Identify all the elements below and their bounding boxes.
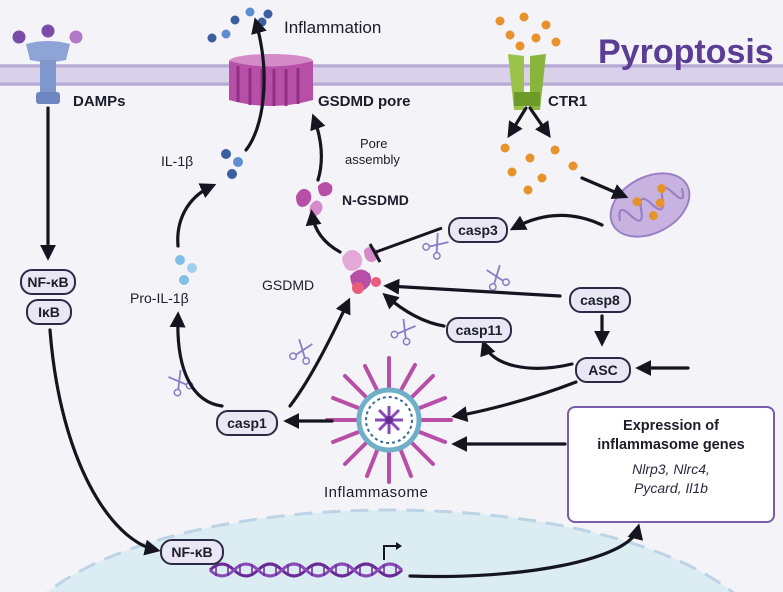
- pore-assembly-label-1: Pore: [360, 136, 388, 151]
- expression-box: Expression of inflammasome genes Nlrp3, …: [567, 406, 775, 523]
- gsdmd-protein-icon: [342, 246, 381, 294]
- inflammasome-label: Inflammasome: [324, 484, 429, 501]
- ctr1-channel-icon: [495, 12, 561, 110]
- expression-genes-2: Pycard, Il1b: [634, 480, 708, 496]
- damps-label: DAMPs: [73, 93, 126, 110]
- ikb-node: IκB: [26, 299, 72, 325]
- casp8-node: casp8: [569, 287, 631, 313]
- scissors-icon: [482, 263, 511, 292]
- gsdmd-pore-label: GSDMD pore: [318, 93, 411, 110]
- pore-assembly-label-2: assembly: [345, 152, 400, 167]
- nfkb-nucleus-node: NF-κB: [160, 539, 224, 565]
- promoter-arrow-icon: [383, 542, 402, 560]
- inflammation-label: Inflammation: [284, 18, 382, 37]
- cell-membrane: [0, 64, 783, 86]
- gsdmd-pore-icon: [229, 54, 313, 106]
- damps-receptor-icon: [12, 24, 83, 104]
- n-gsdmd-icon: [296, 182, 333, 217]
- pro-il1b-label: Pro-IL-1β: [130, 290, 189, 306]
- dna-icon: [208, 562, 404, 578]
- mitochondrion-icon: [609, 172, 691, 238]
- nucleus: [45, 508, 735, 592]
- ctr1-label: CTR1: [548, 93, 588, 110]
- pro-il1b-molecules: [175, 255, 197, 285]
- nfkb-node: NF-κB: [20, 269, 76, 295]
- casp3-inhibition-line: [368, 226, 443, 263]
- scissors-icon: [288, 337, 317, 366]
- scissors-icon: [420, 230, 452, 262]
- il1b-molecules: [221, 149, 243, 179]
- n-gsdmd-label: N-GSDMD: [342, 192, 409, 208]
- il1b-label: IL-1β: [161, 153, 194, 169]
- page-title: Pyroptosis: [598, 33, 774, 71]
- gsdmd-label: GSDMD: [262, 277, 315, 293]
- inflammation-cytokines: [207, 7, 273, 43]
- asc-node: ASC: [575, 357, 631, 383]
- casp11-node: casp11: [446, 317, 512, 343]
- expression-genes-1: Nlrp3, Nlrc4,: [632, 461, 710, 477]
- casp3-node: casp3: [448, 217, 508, 243]
- inflammasome-icon: [325, 356, 453, 484]
- scissors-icon: [389, 316, 420, 347]
- expression-title-2: inflammasome genes: [597, 437, 745, 453]
- pathway-arrows: [40, 17, 690, 579]
- casp1-node: casp1: [216, 410, 278, 436]
- copper-ions: [500, 143, 578, 195]
- expression-title-1: Expression of: [623, 418, 719, 434]
